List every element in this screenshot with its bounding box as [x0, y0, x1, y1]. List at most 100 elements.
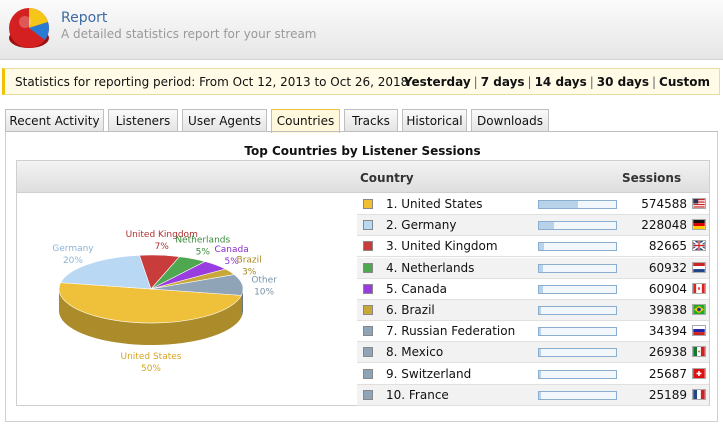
tab-listeners[interactable]: Listeners [108, 109, 178, 132]
ru-flag-icon [692, 325, 706, 337]
session-count: 34394 [648, 324, 687, 339]
session-share-bar [538, 284, 617, 294]
period-link-7-days[interactable]: 7 days [480, 75, 525, 89]
tab-recent-activity[interactable]: Recent Activity [5, 109, 104, 132]
country-name: 9. Switzerland [386, 366, 472, 381]
tab-user-agents[interactable]: User Agents [182, 109, 267, 132]
tab-downloads[interactable]: Downloads [471, 109, 549, 132]
session-share-fill [539, 201, 578, 208]
pie-slice-percent: 10% [254, 287, 274, 297]
pie-slice-label: United States [121, 352, 182, 362]
session-share-fill [539, 285, 543, 293]
us-flag-icon [692, 198, 706, 209]
page-subtitle: A detailed statistics report for your st… [61, 27, 317, 41]
session-share-bar [538, 242, 617, 252]
period-link-custom[interactable]: Custom [659, 75, 710, 89]
de-flag-icon [692, 219, 706, 231]
table-row: 5. Canada 60904 [357, 279, 709, 300]
session-share-fill [539, 222, 555, 230]
pie-chart-logo-icon [9, 8, 49, 48]
pie-slice [58, 282, 242, 324]
session-count: 82665 [648, 239, 687, 254]
session-share-fill [539, 243, 545, 251]
nl-flag-icon [692, 261, 706, 273]
table-row: 8. Mexico 26938 [357, 342, 709, 364]
tab-tracks[interactable]: Tracks [344, 109, 398, 132]
session-share-fill [539, 264, 543, 272]
pie-slice [150, 274, 244, 296]
table-header: Country Sessions [17, 161, 709, 193]
session-count: 26938 [648, 345, 687, 360]
session-share-bar [538, 306, 617, 315]
pie-slice-percent: 5% [224, 257, 239, 267]
country-name: 1. United States [386, 197, 483, 211]
pie-slice-side [241, 289, 243, 318]
countries-table: Country Sessions 1. United States 574588 2… [16, 160, 710, 406]
session-share-bar [538, 369, 617, 379]
session-count: 25189 [648, 387, 687, 402]
period-link-30-days[interactable]: 30 days [596, 75, 649, 89]
table-row: 9. Switzerland 25687 [357, 364, 709, 385]
table-row: 6. Brazil 39838 [357, 300, 709, 321]
separator: | [589, 75, 594, 89]
color-swatch [363, 347, 373, 358]
pie-slice [60, 254, 152, 290]
session-share-bar [538, 327, 617, 337]
session-share-bar [538, 390, 617, 400]
color-swatch [363, 199, 373, 209]
country-name: 7. Russian Federation [386, 324, 516, 339]
page-title: Report [61, 10, 108, 26]
tab-historical[interactable]: Historical [402, 109, 467, 132]
period-link-14-days[interactable]: 14 days [534, 75, 587, 89]
color-swatch [363, 262, 373, 273]
session-count: 574588 [641, 197, 687, 211]
period-link-yesterday[interactable]: Yesterday [403, 75, 471, 89]
country-name: 4. Netherlands [386, 260, 475, 275]
table-row: 4. Netherlands 60932 [357, 257, 709, 279]
separator: | [527, 75, 532, 89]
country-name: 2. Germany [386, 218, 457, 233]
pie-slice-label: Canada [214, 245, 248, 255]
reporting-period-bar: Statistics for reporting period: From Oc… [2, 68, 720, 95]
pie-slice-label: United Kingdom [126, 230, 198, 240]
session-count: 60904 [648, 281, 687, 296]
br-flag-icon [692, 304, 706, 315]
tab-countries[interactable]: Countries [271, 109, 340, 133]
tab-divider [5, 131, 718, 132]
session-share-fill [539, 370, 541, 378]
pie-slice-label: Brazil [237, 256, 262, 266]
separator: | [651, 75, 657, 89]
country-name: 10. France [386, 387, 449, 402]
country-name: 6. Brazil [386, 303, 435, 317]
period-links: Yesterday | 7 days | 14 days | 30 days | Custom [404, 75, 710, 89]
pie-slice-percent: 5% [196, 248, 211, 258]
color-swatch [363, 283, 373, 294]
session-share-bar [538, 200, 617, 209]
column-header-country: Country [360, 171, 414, 185]
table-row: 1. United States 574588 [357, 194, 709, 215]
table-row: 7. Russian Federation 34394 [357, 321, 709, 343]
pie-slice-percent: 7% [155, 242, 170, 252]
session-share-fill [539, 307, 542, 314]
uk-flag-icon [692, 240, 706, 252]
ch-flag-icon [692, 367, 706, 379]
table-row: 2. Germany 228048 [357, 215, 709, 237]
color-swatch [363, 220, 373, 231]
column-header-sessions: Sessions [622, 171, 682, 185]
session-count: 39838 [648, 303, 687, 317]
session-count: 60932 [648, 260, 687, 275]
color-swatch [363, 368, 373, 379]
session-share-bar [538, 348, 617, 358]
panel-title: Top Countries by Listener Sessions [244, 144, 481, 158]
session-share-bar [538, 263, 617, 273]
table-row: 3. United Kingdom 82665 [357, 236, 709, 258]
session-share-bar [538, 221, 617, 231]
pie-slice-percent: 50% [141, 364, 161, 374]
color-swatch [363, 305, 373, 315]
table-row: 10. France 25189 [357, 384, 709, 406]
country-name: 3. United Kingdom [386, 239, 498, 254]
country-name: 5. Canada [386, 281, 447, 296]
session-share-fill [539, 349, 541, 357]
session-share-fill [539, 391, 541, 399]
session-share-fill [539, 328, 542, 336]
